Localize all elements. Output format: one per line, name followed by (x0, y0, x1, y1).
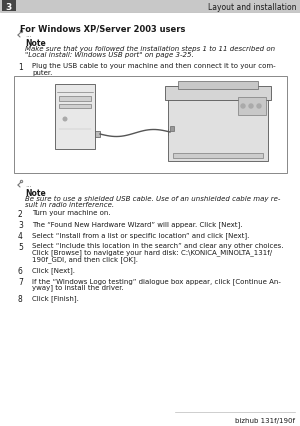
Text: Click [Browse] to navigate your hard disk: C:\KONICA_MINOLTA_131f/: Click [Browse] to navigate your hard dis… (32, 249, 272, 256)
Text: 2: 2 (18, 210, 23, 219)
Text: Layout and installation: Layout and installation (208, 3, 296, 12)
Bar (0, 0, 300, 13)
Text: Click [Finish].: Click [Finish]. (32, 295, 79, 302)
Text: Be sure to use a shielded USB cable. Use of an unshielded cable may re-: Be sure to use a shielded USB cable. Use… (25, 196, 280, 201)
Text: Select “Install from a list or specific location” and click [Next].: Select “Install from a list or specific … (32, 231, 249, 238)
Bar (168, 130, 173, 136)
Circle shape (249, 105, 253, 109)
Bar (2, 1, 16, 12)
Bar (178, 82, 258, 90)
Bar (238, 98, 266, 116)
Circle shape (257, 105, 261, 109)
Bar (170, 127, 174, 132)
Text: sult in radio interference.: sult in radio interference. (25, 201, 114, 207)
Text: 5: 5 (18, 242, 23, 251)
Text: puter.: puter. (32, 69, 52, 75)
Text: For Windows XP/Server 2003 users: For Windows XP/Server 2003 users (20, 24, 185, 33)
Text: Plug the USB cable to your machine and then connect it to your com-: Plug the USB cable to your machine and t… (32, 63, 276, 69)
Bar (59, 105, 91, 109)
Text: Select “Include this location in the search” and clear any other choices.: Select “Include this location in the sea… (32, 242, 284, 248)
Text: Make sure that you followed the installation steps 1 to 11 described on: Make sure that you followed the installa… (25, 46, 275, 52)
Bar (173, 154, 263, 158)
Bar (168, 97, 268, 161)
Bar (59, 97, 91, 102)
Circle shape (241, 105, 245, 109)
Text: Note: Note (25, 189, 46, 198)
Text: Note: Note (25, 39, 46, 48)
Text: 1: 1 (18, 63, 23, 72)
Text: ...: ... (25, 181, 32, 187)
Text: Turn your machine on.: Turn your machine on. (32, 210, 111, 216)
Bar (14, 77, 287, 173)
Text: 7: 7 (18, 277, 23, 286)
Bar (95, 132, 100, 138)
Bar (55, 85, 95, 150)
Circle shape (62, 117, 68, 122)
Text: 8: 8 (18, 295, 23, 304)
Text: 190f_GDI, and then click [OK].: 190f_GDI, and then click [OK]. (32, 256, 138, 262)
Text: "Local install: Windows USB port" on page 3-25.: "Local install: Windows USB port" on pag… (25, 52, 194, 58)
Text: 3: 3 (18, 221, 23, 230)
Text: 4: 4 (18, 231, 23, 240)
Text: bizhub 131f/190f: bizhub 131f/190f (235, 417, 295, 423)
Text: The “Found New Hardware Wizard” will appear. Click [Next].: The “Found New Hardware Wizard” will app… (32, 221, 242, 227)
Bar (165, 87, 271, 101)
Text: ...: ... (25, 32, 32, 38)
Text: yway] to install the driver.: yway] to install the driver. (32, 284, 124, 291)
Text: Click [Next].: Click [Next]. (32, 266, 75, 273)
Text: 3: 3 (6, 3, 12, 12)
Text: 6: 6 (18, 266, 23, 275)
Text: If the “Windows Logo testing” dialogue box appear, click [Continue An-: If the “Windows Logo testing” dialogue b… (32, 277, 281, 284)
